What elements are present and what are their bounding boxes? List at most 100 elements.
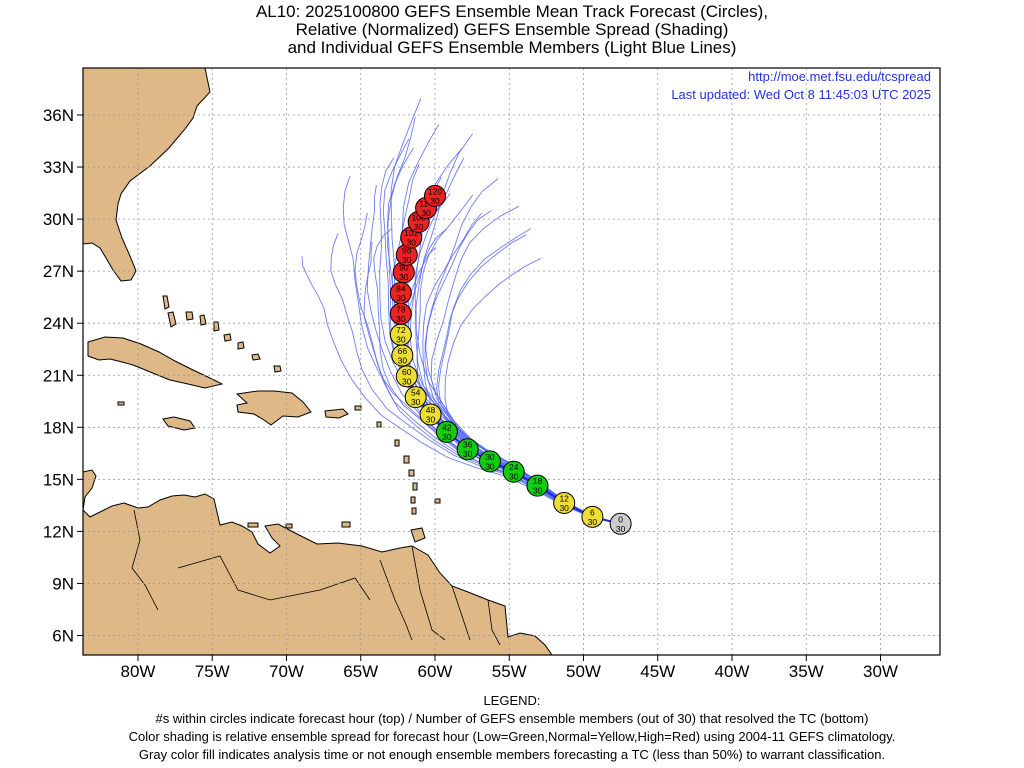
forecast-circle (404, 386, 427, 409)
member-track-line (330, 233, 621, 525)
forecast-circle (502, 460, 525, 483)
legend-heading: LEGEND: (483, 693, 541, 708)
forecast-hour-label: 42 (442, 422, 452, 432)
legend-line-3: Gray color fill indicates analysis time … (138, 747, 886, 762)
forecast-point: 030 (609, 512, 632, 535)
lesser-antilles (412, 482, 418, 491)
chart-title-line-1: AL10: 2025100800 GEFS Ensemble Mean Trac… (255, 2, 769, 21)
border-line (487, 599, 501, 646)
lesser-antilles (408, 469, 415, 477)
forecast-hour-label: 30 (485, 452, 495, 462)
x-tick-label: 40W (715, 662, 750, 681)
y-tick-label: 15N (43, 470, 74, 489)
y-tick-label: 18N (43, 418, 74, 437)
member-count-label: 30 (588, 517, 598, 527)
y-tick-label: 36N (43, 106, 74, 125)
lesser-antilles (394, 439, 400, 447)
member-count-label: 30 (559, 503, 569, 513)
member-count-label: 30 (407, 238, 417, 248)
bahamas-island (213, 321, 220, 332)
forecast-hour-label: 114 (419, 199, 433, 209)
lesser-antilles (376, 421, 382, 428)
member-count-label: 30 (485, 461, 495, 471)
forecast-circle (424, 184, 446, 207)
forecast-hour-label: 54 (411, 388, 421, 398)
bahamas-island (237, 341, 245, 350)
chart-title-line-3: and Individual GEFS Ensemble Members (Li… (287, 38, 737, 57)
y-tick-label: 12N (43, 522, 74, 541)
small-islands-layer (117, 295, 441, 529)
border-line (379, 559, 413, 641)
y-tick-label: 21N (43, 366, 74, 385)
forecast-hour-label: 120 (428, 186, 442, 196)
member-count-label: 30 (533, 486, 543, 496)
forecast-hour-label: 102 (404, 228, 418, 238)
forecast-circle (395, 365, 418, 388)
x-tick-label: 80W (121, 662, 156, 681)
bahamas-island (199, 314, 207, 326)
forecast-hour-label: 96 (402, 245, 412, 255)
y-tick-label: 6N (52, 627, 74, 646)
forecast-hour-label: 108 (412, 212, 426, 222)
forecast-point: 630 (581, 505, 604, 528)
member-count-label: 30 (396, 293, 406, 303)
x-tick-label: 45W (640, 662, 675, 681)
bahamas-island (185, 311, 194, 321)
jamaica (162, 416, 196, 431)
member-count-label: 30 (463, 449, 473, 459)
chart-title-line-2: Relative (Normalized) GEFS Ensemble Spre… (295, 20, 729, 39)
forecast-circle (553, 491, 576, 514)
member-count-label: 30 (426, 414, 436, 424)
axis-labels: 80W 75W 70W 65W 60W 55W 50W 45W 40W 35W 30W 36N 33N 3… (43, 106, 898, 681)
north-america-coast (83, 68, 211, 282)
x-tick-label: 70W (269, 662, 304, 681)
member-count-label: 30 (430, 196, 440, 206)
border-line (411, 545, 446, 641)
lesser-antilles (410, 496, 416, 504)
x-tick-label: 75W (195, 662, 230, 681)
x-tick-label: 30W (863, 662, 898, 681)
forecast-circle (419, 403, 442, 426)
forecast-hour-label: 66 (398, 346, 408, 356)
forecast-circle (456, 438, 479, 461)
forecast-circle (478, 450, 501, 473)
abc-islands (285, 523, 293, 529)
forecast-hour-label: 6 (590, 507, 595, 517)
x-tick-label: 35W (789, 662, 824, 681)
bahamas-island (223, 333, 232, 342)
legend-line-2: Color shading is relative ensemble sprea… (128, 729, 896, 744)
member-count-label: 30 (402, 376, 412, 386)
source-url-link[interactable]: http://moe.met.fsu.edu/tcspread (748, 69, 931, 84)
forecast-hour-label: 78 (396, 304, 406, 314)
forecast-hour-label: 60 (402, 367, 412, 377)
forecast-circles: 0306301230183024303030363042304830543060… (389, 184, 632, 535)
forecast-circle (435, 420, 458, 443)
y-tick-label: 9N (52, 574, 74, 593)
forecast-hour-label: 0 (618, 514, 623, 524)
border-line (451, 585, 471, 641)
margarita (341, 521, 351, 528)
forecast-hour-label: 36 (463, 440, 473, 450)
forecast-circle (526, 474, 549, 497)
x-tick-label: 50W (566, 662, 601, 681)
last-updated-text: Last updated: Wed Oct 8 11:45:03 UTC 202… (671, 87, 931, 102)
member-count-label: 30 (402, 255, 412, 265)
member-count-label: 30 (509, 472, 519, 482)
forecast-hour-label: 12 (559, 493, 569, 503)
lesser-antilles (403, 455, 410, 464)
forecast-hour-label: 18 (533, 476, 543, 486)
